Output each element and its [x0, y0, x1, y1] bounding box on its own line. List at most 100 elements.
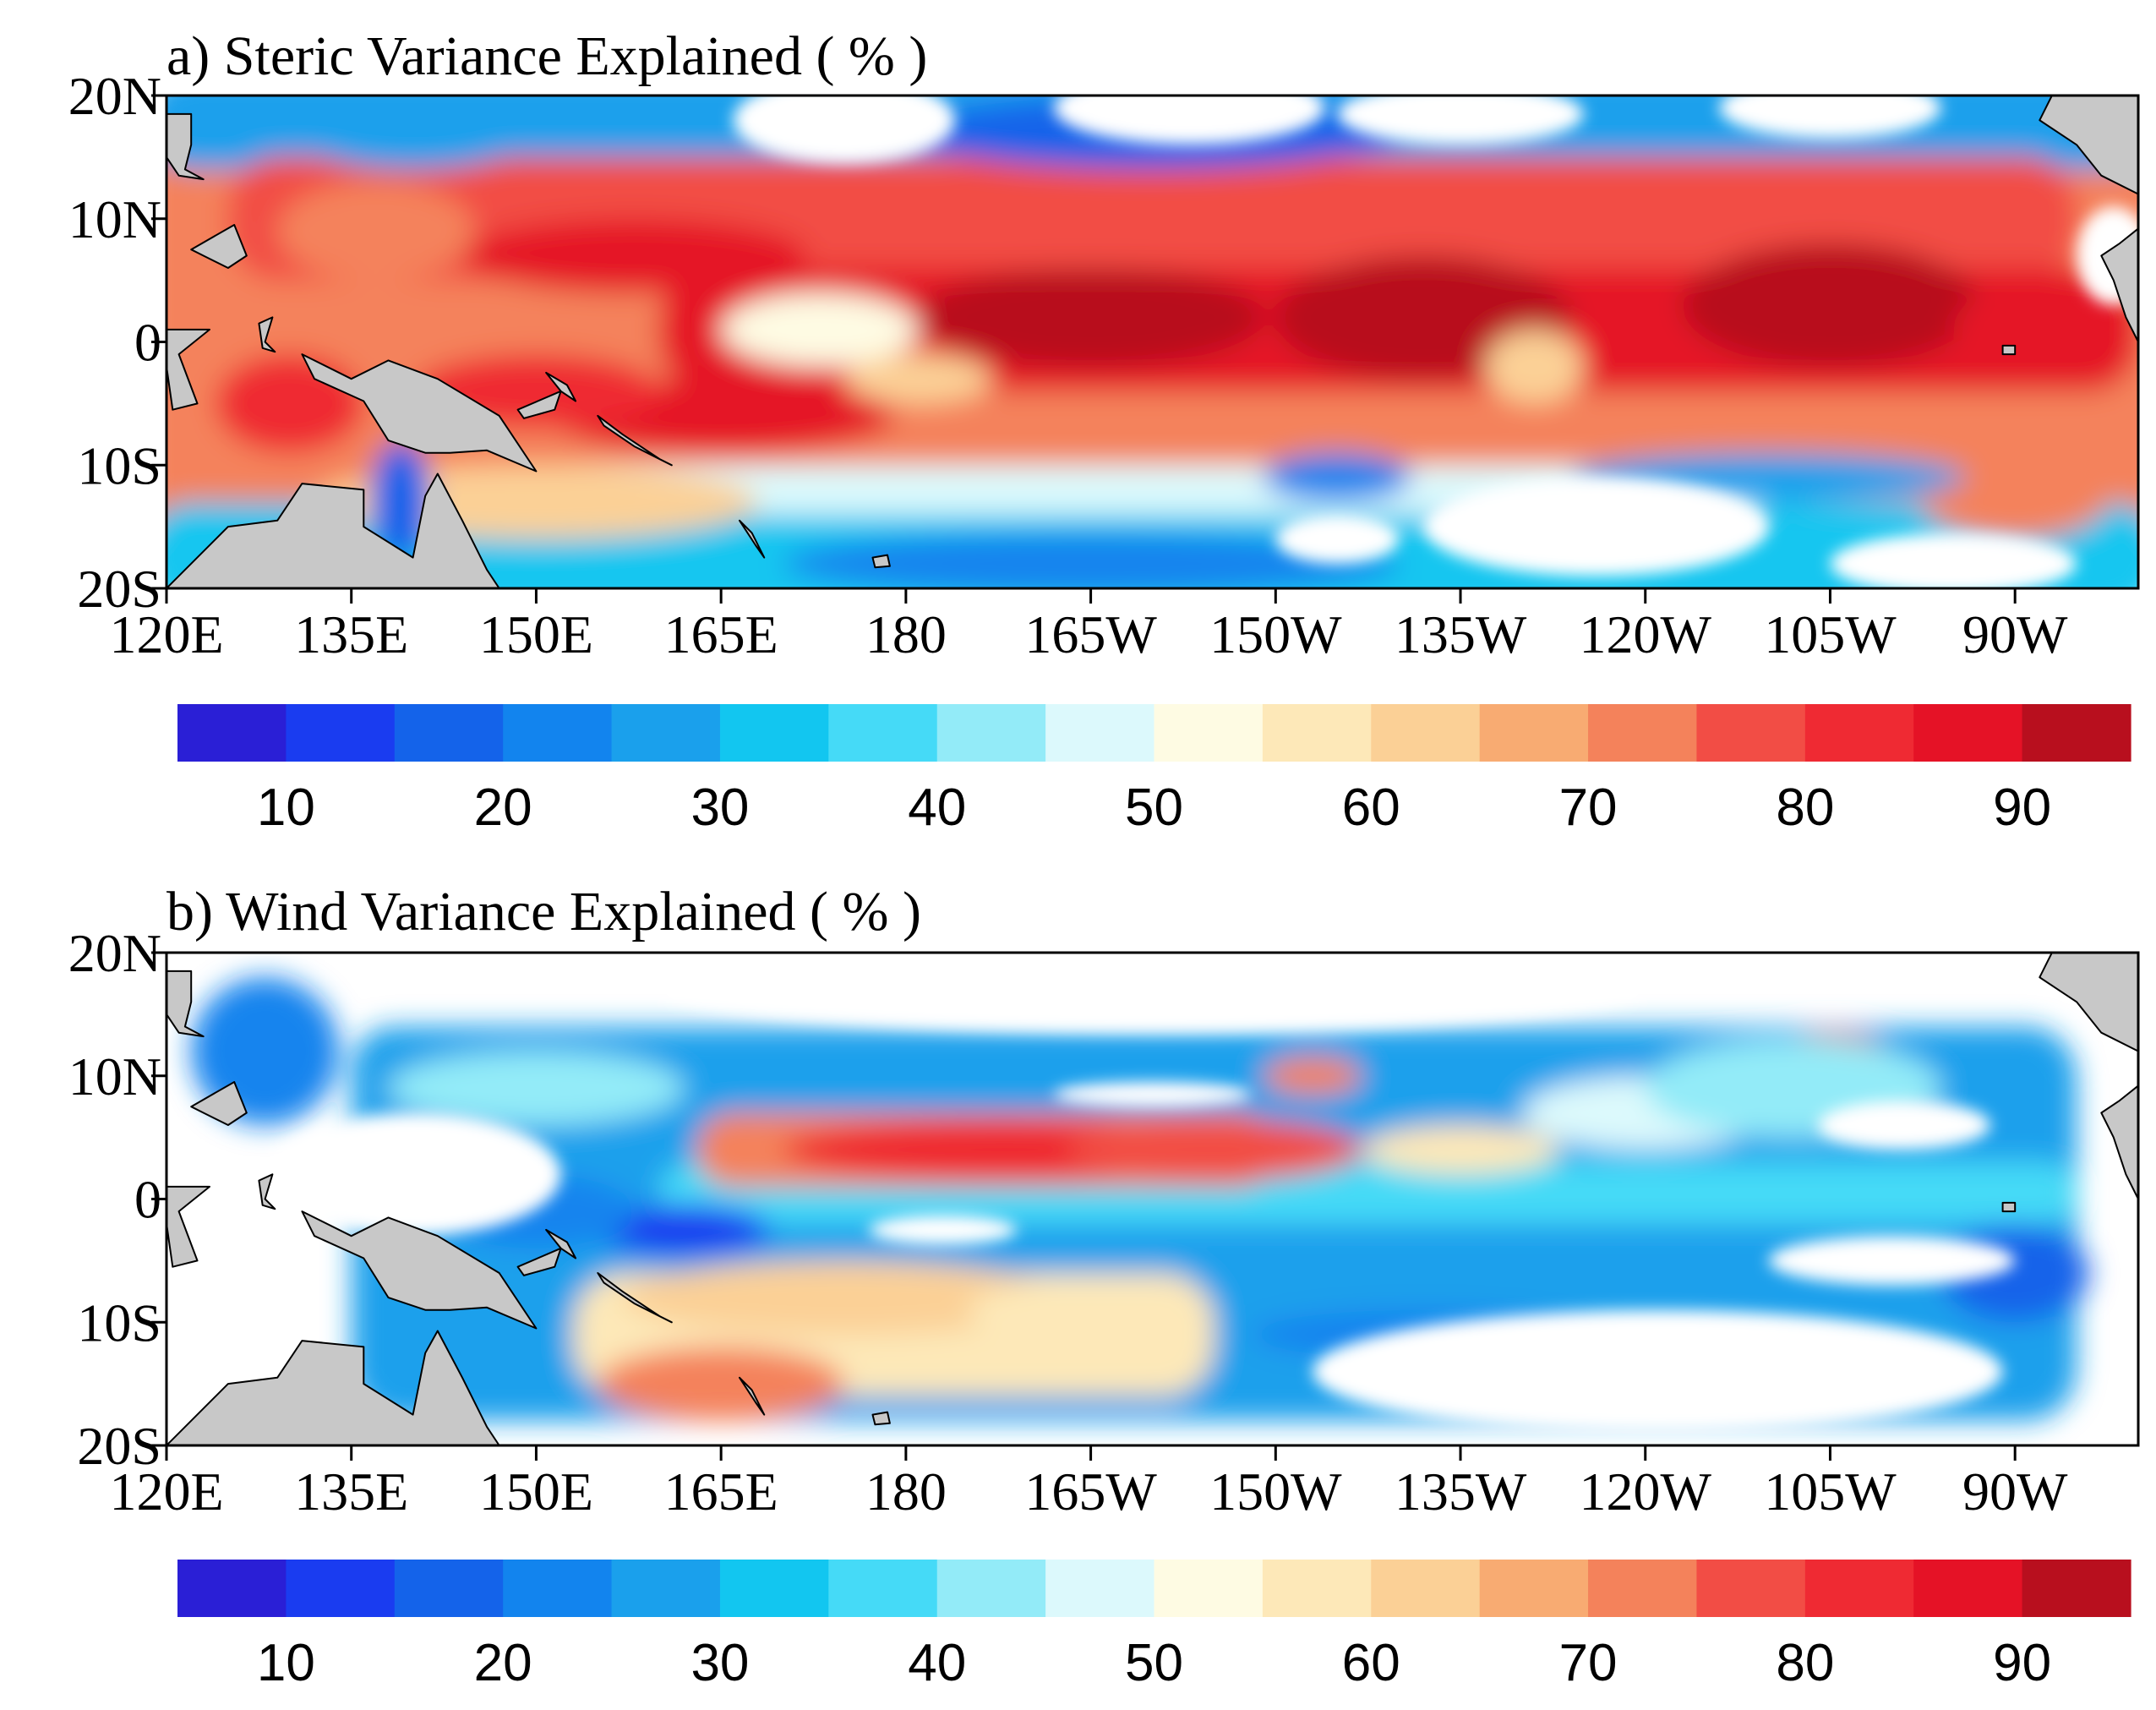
colorbar-swatch	[1588, 704, 1698, 762]
x-tick-label: 120W	[1580, 604, 1712, 664]
colorbar-label: 20	[474, 1634, 532, 1692]
y-tick-label: 0	[134, 1170, 161, 1230]
australia-land	[166, 473, 500, 588]
wind-south-east	[967, 1279, 1214, 1341]
steric-low-equator-east	[1485, 329, 1584, 404]
steric-peru	[1916, 440, 2114, 539]
steric-gap-n4	[1719, 96, 1941, 139]
wind-gap-se	[1313, 1309, 2003, 1434]
steric-core-1	[918, 268, 1264, 367]
panel-a-map	[166, 96, 2138, 588]
x-tick-label: 165E	[664, 1461, 778, 1522]
mexico-land	[2039, 96, 2138, 195]
colorbar-swatch	[1154, 704, 1264, 762]
colorbar-swatch	[1696, 1560, 1806, 1617]
x-tick-label: 120E	[109, 1461, 223, 1522]
colorbar-swatch	[1045, 704, 1155, 762]
new-britain-land	[516, 390, 562, 419]
colorbar-label: 60	[1342, 1634, 1400, 1692]
y-tick-label: 10N	[68, 1046, 161, 1106]
wind-south-core	[622, 1260, 1067, 1335]
colombia-land	[2100, 1074, 2138, 1200]
panel-b-map	[166, 953, 2138, 1445]
colorbar-swatch	[177, 1560, 287, 1617]
colorbar-label: 50	[1125, 1634, 1183, 1692]
x-tick-label: 150E	[479, 1461, 593, 1522]
colorbar-swatch	[1479, 1560, 1589, 1617]
steric-se-edge	[1263, 452, 1411, 502]
colorbar-label: 90	[1993, 779, 2051, 837]
colorbar-swatch	[286, 1560, 396, 1617]
wind-spot-10n	[1263, 1057, 1362, 1095]
steric-gap-n3	[1337, 96, 1584, 145]
colorbar-swatch	[1804, 704, 1914, 762]
colorbar-swatch	[2022, 704, 2131, 762]
sulawesi-land	[166, 1185, 210, 1268]
halmahera-land	[258, 316, 276, 353]
x-tick-label: 105W	[1764, 1461, 1897, 1522]
steric-carpentaria	[369, 440, 432, 564]
wind-gap-ecuador	[1768, 1236, 2016, 1286]
wind-gap-north	[659, 953, 1646, 1033]
colorbar-swatch	[394, 704, 504, 762]
colorbar-swatch	[1913, 704, 2023, 762]
colorbar-label: 70	[1559, 779, 1618, 837]
panel-a-title: a) Steric Variance Explained ( % )	[166, 25, 927, 87]
colombia-land	[2100, 217, 2138, 343]
colorbar-label: 70	[1559, 1634, 1618, 1692]
colorbar-label: 40	[908, 1634, 966, 1692]
wind-north-band-east	[1362, 1125, 1559, 1175]
mindanao-land	[190, 1081, 248, 1126]
colorbar-swatch	[936, 704, 1046, 762]
steric-celebes	[216, 354, 364, 453]
colorbar-swatch	[2022, 1560, 2131, 1617]
colorbar-label: 80	[1776, 1634, 1834, 1692]
colorbar-label: 80	[1776, 779, 1834, 837]
panel-a-steric: a) Steric Variance Explained ( % ) 120E 1…	[68, 25, 2140, 664]
new-guinea-land	[301, 353, 538, 473]
australia-land	[166, 1330, 500, 1445]
x-tick-label: 135E	[294, 604, 408, 664]
colorbar-label: 40	[908, 779, 966, 837]
colorbar-label: 30	[690, 779, 749, 837]
colorbar-swatch	[719, 704, 829, 762]
steric-north-west-edge	[289, 96, 537, 170]
x-tick-label: 165W	[1024, 604, 1157, 664]
steric-core-east	[1953, 280, 2126, 380]
colorbar-label: 10	[257, 1634, 315, 1692]
colorbar-swatch	[936, 1560, 1046, 1617]
colorbar-swatch	[1696, 704, 1806, 762]
new-ireland-land	[545, 1228, 577, 1259]
x-tick-label: 150W	[1209, 1461, 1342, 1522]
steric-core-3	[1682, 243, 1979, 367]
y-tick-label: 10S	[77, 435, 161, 495]
x-tick-label: 165W	[1024, 1461, 1157, 1522]
x-tick-label: 150W	[1209, 604, 1342, 664]
x-tick-label: 105W	[1764, 604, 1897, 664]
colorbar-b: 10 20 30 40 50 60 70 80 90	[177, 1560, 2131, 1692]
wind-gap-8n	[1053, 1082, 1252, 1107]
y-tick-label: 10N	[68, 189, 161, 249]
colorbar-swatch	[177, 704, 287, 762]
x-tick-label: 90W	[1962, 1461, 2068, 1522]
solomons-land	[597, 414, 673, 467]
steric-south-edge	[783, 533, 1400, 588]
x-tick-label: 120E	[109, 604, 223, 664]
wind-gap-eq	[869, 1215, 1018, 1245]
x-tick-label: 135W	[1395, 1461, 1527, 1522]
mindanao-land	[190, 224, 248, 269]
new-guinea-land	[301, 1210, 538, 1330]
steric-low-south	[843, 354, 992, 404]
y-tick-label: 20S	[77, 559, 161, 619]
wind-gap-ne	[1817, 1100, 1991, 1150]
colorbar-swatch	[1371, 704, 1481, 762]
y-tick-label: 20N	[68, 66, 161, 126]
steric-gap-n1	[733, 96, 956, 164]
solomons-land	[597, 1272, 673, 1324]
x-tick-label: 180	[865, 604, 947, 664]
colorbar-label: 10	[257, 779, 315, 837]
sulawesi-land	[166, 328, 210, 411]
x-tick-label: 180	[865, 1461, 947, 1522]
fiji-land	[871, 554, 891, 569]
